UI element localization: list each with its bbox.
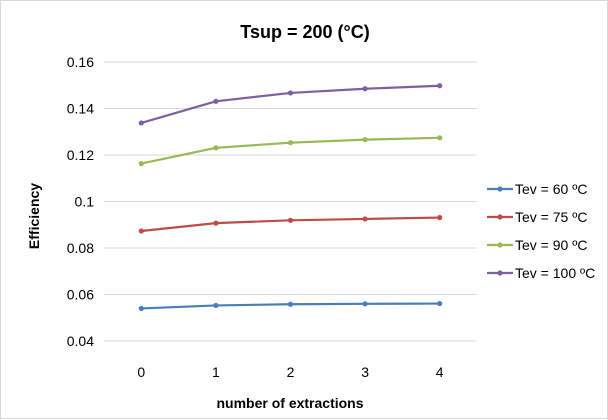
legend-item: Tev = 60 ºC	[487, 181, 587, 197]
data-point	[138, 161, 144, 167]
data-point	[437, 300, 443, 307]
data-point	[362, 137, 368, 143]
legend-marker	[497, 214, 503, 220]
data-point	[213, 98, 219, 104]
legend-item: Tev = 100 ºC	[487, 265, 595, 281]
y-tick-label: 0.04	[67, 333, 94, 349]
legend-label: Tev = 75 ºC	[515, 209, 587, 225]
legend-item: Tev = 75 ºC	[487, 209, 587, 225]
data-point	[138, 120, 144, 126]
data-point	[362, 86, 368, 92]
series-group	[138, 83, 443, 312]
data-point	[437, 83, 443, 89]
data-point	[362, 301, 368, 307]
data-point	[287, 301, 294, 307]
chart-title: Tsup = 200 (°C)	[240, 22, 369, 42]
x-tick-label: 2	[287, 364, 295, 380]
y-tick-label: 0.12	[67, 147, 94, 163]
legend-label: Tev = 90 ºC	[515, 237, 587, 253]
y-tick-label: 0.06	[67, 287, 94, 303]
x-tick-label: 4	[436, 364, 444, 380]
x-axis-label: number of extractions	[216, 395, 363, 411]
y-tick-label: 0.16	[67, 54, 94, 70]
y-tick-label: 0.14	[67, 101, 94, 117]
data-point	[138, 305, 144, 312]
gridlines	[104, 61, 477, 342]
data-point	[213, 302, 219, 309]
data-point	[287, 140, 294, 146]
data-point	[138, 228, 144, 234]
legend-label: Tev = 60 ºC	[515, 181, 587, 197]
y-tick-label: 0.08	[67, 240, 94, 256]
x-tick-label: 1	[212, 364, 220, 380]
data-point	[213, 220, 219, 226]
x-tick-labels: 0 1 2 3 4	[137, 364, 443, 380]
x-tick-label: 3	[361, 364, 369, 380]
x-tick-label: 0	[137, 364, 145, 380]
data-point	[213, 145, 219, 151]
y-axis-label: Efficiency	[26, 183, 42, 249]
legend-label: Tev = 100 ºC	[515, 265, 595, 281]
data-point	[287, 90, 294, 96]
legend-marker	[497, 186, 503, 192]
data-point	[437, 135, 443, 141]
y-tick-labels: 0.04 0.06 0.08 0.1 0.12 0.14 0.16	[67, 54, 94, 349]
legend-marker	[497, 270, 503, 276]
data-point	[437, 214, 443, 221]
legend-item: Tev = 90 ºC	[487, 237, 587, 253]
data-point	[287, 217, 294, 223]
legend: Tev = 60 ºC Tev = 75 ºC Tev = 90 ºC Tev = 1…	[487, 181, 595, 281]
data-point	[362, 216, 368, 222]
legend-marker	[497, 242, 503, 248]
y-tick-label: 0.1	[75, 194, 95, 210]
